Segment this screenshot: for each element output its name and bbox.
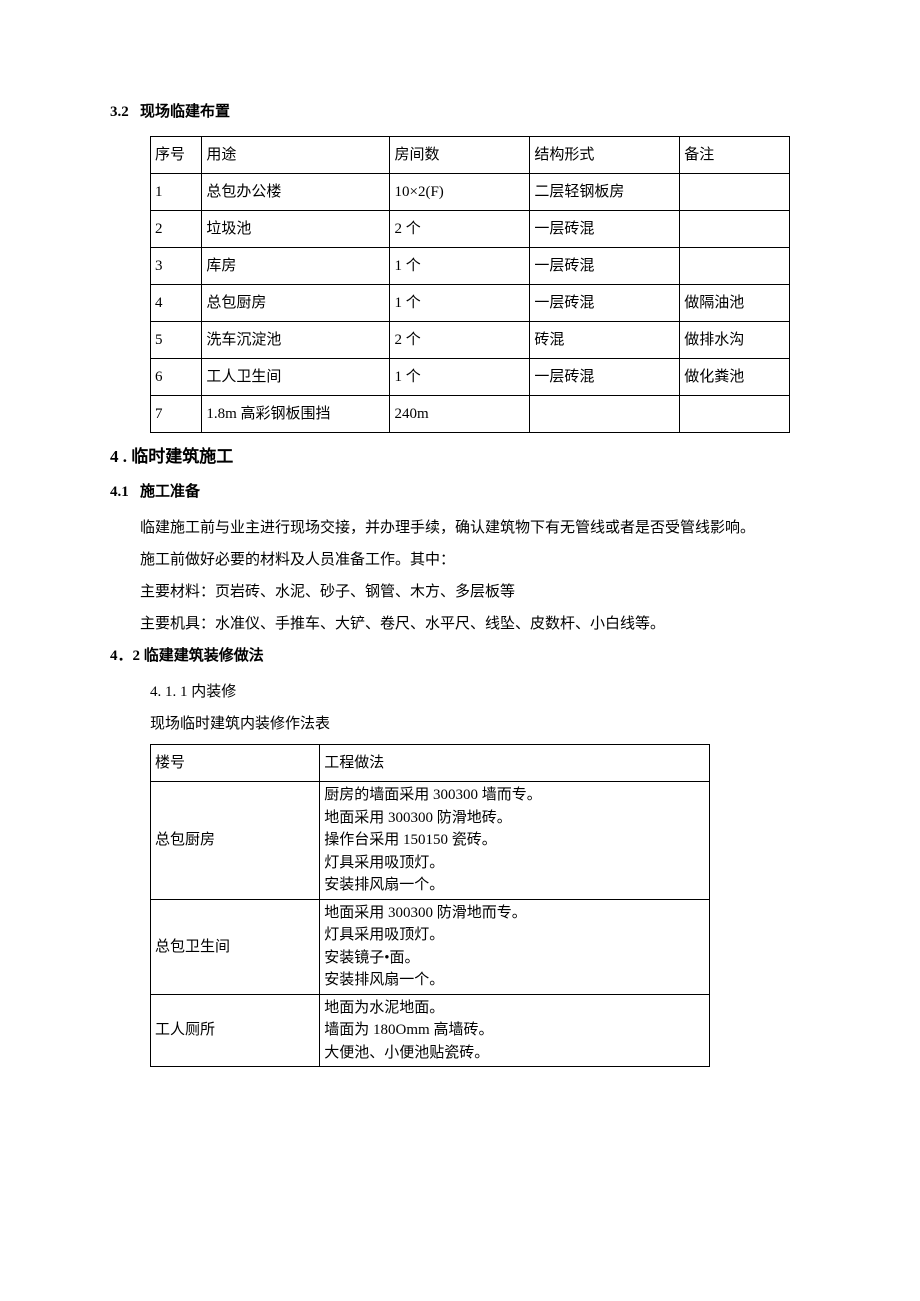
td-lines: 地面为水泥地面。墙面为 180Omm 高墙砖。大便池、小便池贴瓷砖。 <box>320 994 710 1067</box>
sub-text: 内装修 <box>191 684 236 700</box>
td: 240m <box>390 396 530 433</box>
td: 做化粪池 <box>680 359 790 396</box>
table-row: 总包卫生间 地面采用 300300 防滑地而专。灯具采用吸顶灯。安装镜子•面。安… <box>151 899 710 994</box>
heading-num: 4．2 <box>110 648 140 664</box>
td <box>680 174 790 211</box>
table-row: 工人厕所 地面为水泥地面。墙面为 180Omm 高墙砖。大便池、小便池贴瓷砖。 <box>151 994 710 1067</box>
td: 1 个 <box>390 248 530 285</box>
heading-text: 施工准备 <box>140 484 200 500</box>
td: 做排水沟 <box>680 322 790 359</box>
td-name: 总包卫生间 <box>151 899 320 994</box>
heading-text: 临建建筑装修做法 <box>144 648 264 664</box>
td: 总包厨房 <box>202 285 390 322</box>
heading-text: 现场临建布置 <box>140 104 230 120</box>
td: 洗车沉淀池 <box>202 322 390 359</box>
td-lines: 厨房的墙面采用 300300 墙而专。地面采用 300300 防滑地砖。操作台采… <box>320 782 710 900</box>
td: 垃圾池 <box>202 211 390 248</box>
heading-num: 4.1 <box>110 484 129 500</box>
td: 一层砖混 <box>530 248 680 285</box>
para-text: 临建施工前与业主进行现场交接，并办理手续，确认建筑物下有无管线或者是否受管线影响… <box>110 516 755 540</box>
td: 库房 <box>202 248 390 285</box>
heading-4-2: 4．2 临建建筑装修做法 <box>110 644 810 668</box>
decoration-method-table: 楼号 工程做法 总包厨房 厨房的墙面采用 300300 墙而专。地面采用 300… <box>150 744 710 1067</box>
th: 楼号 <box>151 745 320 782</box>
heading-4: 4 . 临时建筑施工 <box>110 443 810 470</box>
td-name: 总包厨房 <box>151 782 320 900</box>
th: 用途 <box>202 137 390 174</box>
td: 1.8m 高彩钢板围挡 <box>202 396 390 433</box>
table-row: 7 1.8m 高彩钢板围挡 240m <box>151 396 790 433</box>
paragraph: 主要材料：页岩砖、水泥、砂子、钢管、木方、多层板等 <box>110 580 810 604</box>
td: 一层砖混 <box>530 359 680 396</box>
td-name: 工人厕所 <box>151 994 320 1067</box>
td: 7 <box>151 396 202 433</box>
td: 一层砖混 <box>530 285 680 322</box>
td: 4 <box>151 285 202 322</box>
table-row: 6 工人卫生间 1 个 一层砖混 做化粪池 <box>151 359 790 396</box>
heading-text: 临时建筑施工 <box>131 447 233 466</box>
heading-3-2: 3.2 现场临建布置 <box>110 100 810 124</box>
td: 2 <box>151 211 202 248</box>
table-row: 总包厨房 厨房的墙面采用 300300 墙而专。地面采用 300300 防滑地砖… <box>151 782 710 900</box>
td: 3 <box>151 248 202 285</box>
table-row: 4 总包厨房 1 个 一层砖混 做隔油池 <box>151 285 790 322</box>
table-header-row: 楼号 工程做法 <box>151 745 710 782</box>
th: 序号 <box>151 137 202 174</box>
td-lines: 地面采用 300300 防滑地而专。灯具采用吸顶灯。安装镜子•面。安装排风扇一个… <box>320 899 710 994</box>
paragraph: 临建施工前与业主进行现场交接，并办理手续，确认建筑物下有无管线或者是否受管线影响… <box>110 516 810 540</box>
sub-num: 4. 1. 1 <box>150 684 188 700</box>
td: 砖混 <box>530 322 680 359</box>
td: 总包办公楼 <box>202 174 390 211</box>
table-row: 1 总包办公楼 10×2(F) 二层轻钢板房 <box>151 174 790 211</box>
td: 1 <box>151 174 202 211</box>
td: 工人卫生间 <box>202 359 390 396</box>
table-caption: 现场临时建筑内装修作法表 <box>150 712 810 736</box>
td <box>680 211 790 248</box>
td <box>530 396 680 433</box>
table-row: 2 垃圾池 2 个 一层砖混 <box>151 211 790 248</box>
td: 1 个 <box>390 359 530 396</box>
site-layout-table: 序号 用途 房间数 结构形式 备注 1 总包办公楼 10×2(F) 二层轻钢板房… <box>150 136 790 433</box>
td <box>680 396 790 433</box>
td: 1 个 <box>390 285 530 322</box>
th: 备注 <box>680 137 790 174</box>
heading-num: 4 . <box>110 447 127 466</box>
td: 2 个 <box>390 211 530 248</box>
heading-4-1: 4.1 施工准备 <box>110 480 810 504</box>
td: 5 <box>151 322 202 359</box>
table-row: 3 库房 1 个 一层砖混 <box>151 248 790 285</box>
table-row: 5 洗车沉淀池 2 个 砖混 做排水沟 <box>151 322 790 359</box>
th: 结构形式 <box>530 137 680 174</box>
subheading-4-1-1: 4. 1. 1 内装修 <box>150 680 810 704</box>
heading-num: 3.2 <box>110 104 129 120</box>
table-header-row: 序号 用途 房间数 结构形式 备注 <box>151 137 790 174</box>
td: 二层轻钢板房 <box>530 174 680 211</box>
td: 做隔油池 <box>680 285 790 322</box>
paragraph: 施工前做好必要的材料及人员准备工作。其中： <box>110 548 810 572</box>
td <box>680 248 790 285</box>
td: 一层砖混 <box>530 211 680 248</box>
td: 2 个 <box>390 322 530 359</box>
paragraph: 主要机具：水准仪、手推车、大铲、卷尺、水平尺、线坠、皮数杆、小白线等。 <box>110 612 810 636</box>
th: 工程做法 <box>320 745 710 782</box>
th: 房间数 <box>390 137 530 174</box>
td: 6 <box>151 359 202 396</box>
td: 10×2(F) <box>390 174 530 211</box>
